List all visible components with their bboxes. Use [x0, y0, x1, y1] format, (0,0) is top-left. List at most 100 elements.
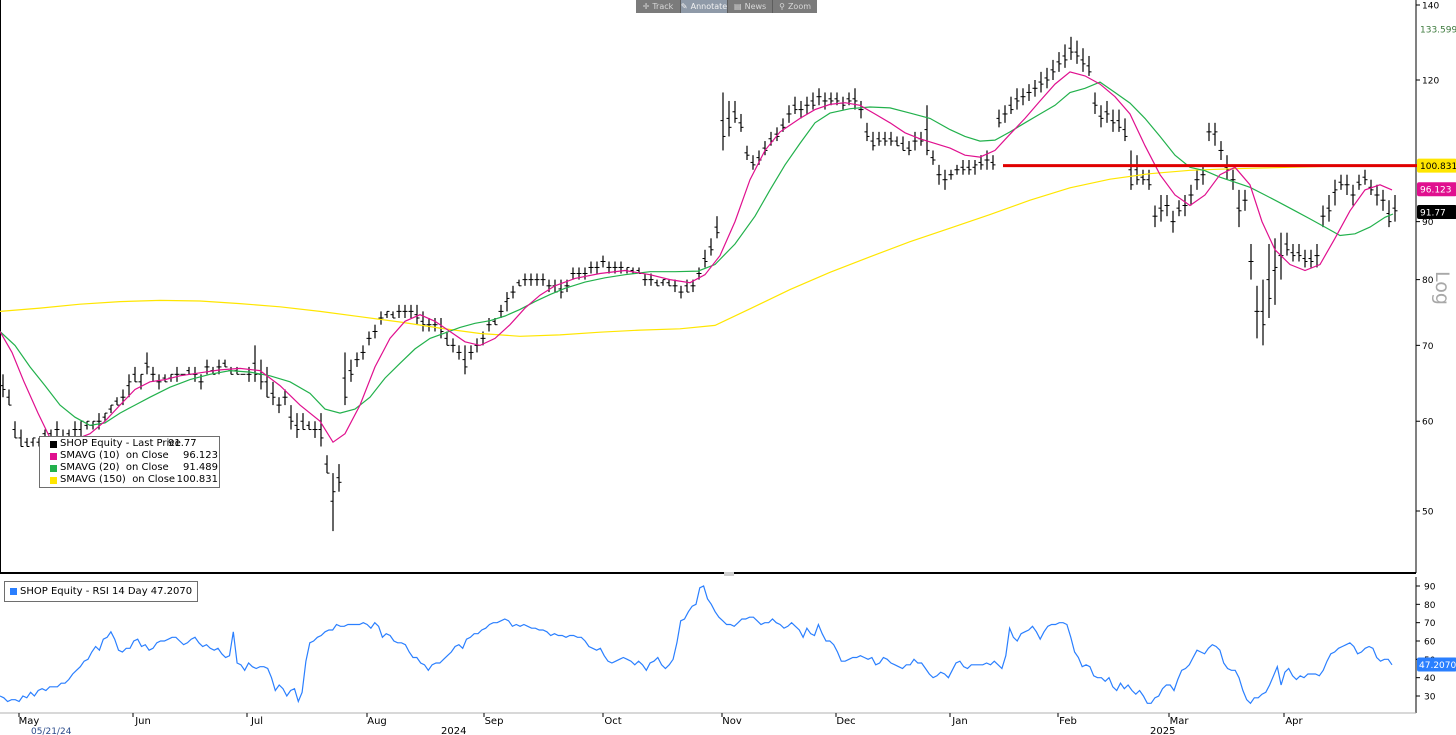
crosshair-icon: ✛ [642, 2, 650, 11]
price-tick-label: 70 [1422, 342, 1434, 352]
price-bar [678, 285, 684, 299]
price-bar [486, 317, 492, 332]
price-bar [1152, 205, 1158, 228]
price-bar [1392, 195, 1398, 222]
price-bar [354, 352, 360, 367]
price-bar [996, 109, 1002, 128]
price-bar [894, 136, 900, 147]
rsi-legend-label: SHOP Equity - RSI 14 Day 47.2070 [20, 585, 193, 597]
price-bar [1008, 96, 1014, 114]
price-bar [1038, 71, 1044, 93]
price-tick-label: 90 [1422, 218, 1434, 228]
price-bar [372, 324, 378, 339]
zoom-button-label: Zoom [787, 2, 811, 11]
price-bar [1362, 169, 1368, 185]
price-bar [606, 261, 612, 274]
price-bar [402, 304, 408, 318]
rsi-tick-label: 60 [1424, 638, 1436, 648]
price-bar [306, 421, 312, 431]
price-bar [522, 273, 528, 286]
legend-swatch [10, 588, 17, 595]
price-bar [1134, 155, 1140, 185]
price-bar [312, 421, 318, 438]
date-axis: May Jun Jul Aug Sep Oct Nov Dec Jan Feb Mar Apr [0, 712, 1416, 727]
price-bar [708, 238, 714, 256]
price-bar [1254, 285, 1260, 339]
price-bar [702, 249, 708, 268]
price-bar [1356, 174, 1362, 190]
year-2025-label: 2025 [1150, 726, 1175, 735]
zoom-button[interactable]: ⚲ Zoom [773, 0, 817, 13]
legend-row-sma20: SMAVG (20) on Close 91.489 [50, 462, 219, 474]
month-label: Feb [1059, 716, 1077, 727]
price-bar [504, 292, 510, 312]
price-bar [744, 145, 750, 161]
legend-label: SMAVG (10) on Close [60, 450, 169, 461]
price-bar [1188, 184, 1194, 206]
news-icon: ▤ [734, 2, 742, 11]
price-bar [396, 304, 402, 318]
annotate-button[interactable]: ✎ Annotate [680, 0, 729, 13]
legend-row-last-price: SHOP Equity - Last Price 91.77 [50, 438, 219, 450]
price-bar [114, 397, 120, 406]
price-bar [570, 267, 576, 280]
price-bar [342, 352, 348, 406]
price-bar [1158, 195, 1164, 222]
price-bar [726, 100, 732, 137]
price-bar [864, 122, 870, 142]
rsi-value-tag-text: 47.2070 [1419, 661, 1456, 671]
price-bar [174, 366, 180, 382]
price-bar [468, 345, 474, 360]
price-bar [288, 405, 294, 430]
price-bar [408, 304, 414, 318]
month-label: Sep [485, 716, 504, 727]
price-bar [0, 374, 6, 398]
rsi-line-group [0, 585, 1393, 705]
price-bar [12, 421, 18, 439]
rsi-tick-label: 40 [1424, 674, 1436, 684]
price-bar [1386, 200, 1392, 228]
price-bar [1314, 244, 1320, 268]
price-bar [384, 310, 390, 318]
rsi-tick-label: 70 [1424, 619, 1436, 629]
price-bar [300, 413, 306, 431]
price-bar [1122, 118, 1128, 142]
moving-average-lines [0, 71, 1418, 444]
price-bar [156, 374, 162, 390]
price-bar [750, 155, 756, 170]
price-bar [84, 420, 90, 430]
price-bar [600, 255, 606, 268]
price-bar [594, 261, 600, 274]
rsi-tick-label: 80 [1424, 601, 1436, 611]
price-bar [294, 413, 300, 438]
price-bar [1350, 184, 1356, 206]
month-label: Jun [134, 716, 151, 727]
price-bar [1176, 200, 1182, 217]
price-bar [660, 279, 666, 286]
price-bar [330, 473, 336, 532]
track-button[interactable]: ✛ Track [636, 0, 681, 13]
value-tag: 91.77 [1417, 205, 1456, 220]
value-tag: 133.599 [1417, 22, 1456, 36]
price-bar [852, 88, 858, 110]
legend-label: SHOP Equity - Last Price [60, 438, 181, 449]
price-bar [906, 141, 912, 156]
value-tag-text: 96.123 [1420, 186, 1452, 196]
rsi-legend: SHOP Equity - RSI 14 Day 47.2070 [4, 581, 199, 602]
price-bar [132, 366, 138, 383]
price-bar [936, 164, 942, 185]
month-label: Dec [836, 716, 855, 727]
price-bar [966, 160, 972, 175]
price-bar [462, 345, 468, 375]
price-bar [252, 345, 258, 382]
price-bar [714, 216, 720, 239]
price-bar [912, 131, 918, 151]
price-bar [900, 136, 906, 151]
price-bar [990, 155, 996, 170]
price-bar [1044, 67, 1050, 89]
news-button[interactable]: ▤ News [728, 0, 774, 13]
month-label: Oct [604, 716, 621, 727]
price-bar [786, 105, 792, 123]
price-bar [1116, 109, 1122, 132]
